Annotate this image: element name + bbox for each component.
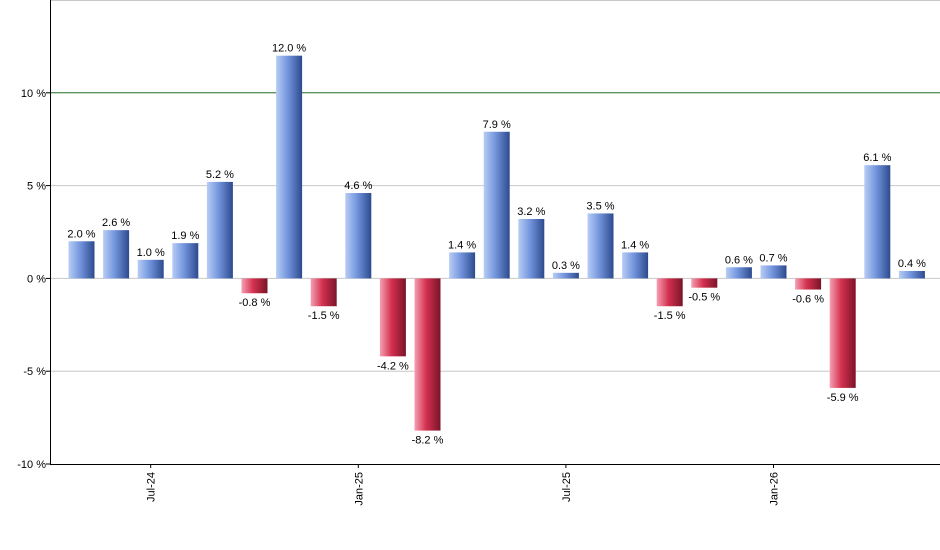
y-tick-label: -10 % [17,459,46,471]
bar [241,278,268,294]
bar [449,252,476,279]
bar-data-label: 0.4 % [898,258,926,270]
bar-data-label: 0.6 % [725,254,753,266]
bar [345,193,372,279]
bar-data-label: -1.5 % [308,310,340,322]
y-tick-label: 0 % [27,273,46,285]
bar-data-label: 1.0 % [137,247,165,259]
bar [483,131,510,279]
x-tick-label: Jul-25 [561,472,573,502]
bar [622,252,649,279]
bar [760,265,787,279]
bar [379,278,406,357]
bar [206,181,233,279]
bar [691,278,718,288]
bar-data-label: -5.9 % [827,392,859,404]
bar [518,219,545,279]
bar-data-label: -1.5 % [654,310,686,322]
bar [68,241,95,279]
x-tick-label: Jul-24 [146,472,158,502]
bar-data-label: -4.2 % [377,360,409,372]
bar [276,55,303,279]
y-tick-label: 10 % [21,88,46,100]
bar-data-label: 5.2 % [206,169,234,181]
bar [587,213,614,279]
bar-data-label: 7.9 % [483,119,511,131]
bar [172,243,199,279]
bar [829,278,856,388]
bar [795,278,822,290]
bar-data-label: 3.5 % [586,200,614,212]
bar-data-label: 6.1 % [863,152,891,164]
bar [552,272,579,279]
bar-data-label: -0.5 % [688,292,720,304]
y-tick-label: 5 % [27,181,46,193]
bar [725,267,752,279]
bars [68,55,925,431]
axes: -10 % -5 % 0 % 5 % 10 % Jul-24 Jan-25 Jul-25 Jan… [17,0,940,506]
bar [898,270,925,279]
bar [656,278,683,307]
bar-data-label: 3.2 % [517,206,545,218]
x-tick-label: Jan-26 [769,472,781,506]
bar [103,230,130,279]
x-tick-label: Jan-25 [353,472,365,506]
bar-data-label: -0.6 % [792,294,824,306]
bar-data-label: 2.6 % [102,217,130,229]
bar-data-label: 1.4 % [448,239,476,251]
bar-data-label: 1.4 % [621,239,649,251]
bar-data-label: -0.8 % [239,297,271,309]
bar-data-label: 2.0 % [67,228,95,240]
bar-data-label: 0.3 % [552,260,580,272]
bar [414,278,441,431]
bar-data-label: -8.2 % [412,435,444,447]
bar-data-label: 1.9 % [171,230,199,242]
bar [864,165,891,279]
bar-data-label: 12.0 % [272,43,306,55]
bar-data-label: 0.7 % [759,252,787,264]
bar [137,259,164,279]
bar [310,278,337,307]
bar-labels: 2.0 % 2.6 % 1.0 % 1.9 % 5.2 % -0.8 % 12.0 % -1.… [67,43,926,447]
bar-data-label: 4.6 % [344,180,372,192]
y-tick-label: -5 % [23,366,46,378]
